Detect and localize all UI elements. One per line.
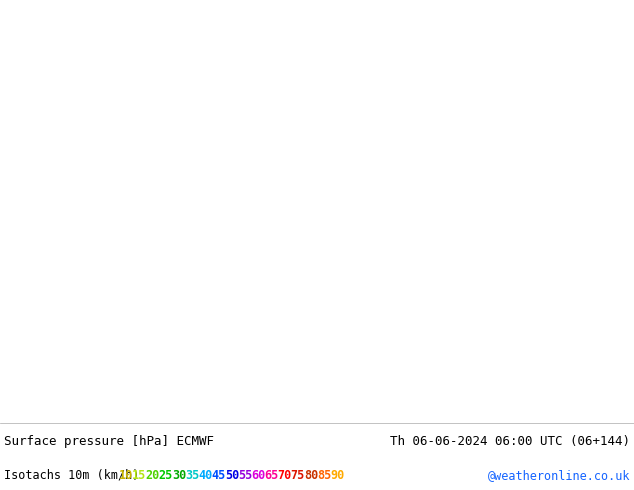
Text: @weatheronline.co.uk: @weatheronline.co.uk	[488, 468, 630, 482]
Text: 90: 90	[330, 468, 345, 482]
Text: Surface pressure [hPa] ECMWF: Surface pressure [hPa] ECMWF	[4, 435, 214, 447]
Text: 25: 25	[158, 468, 173, 482]
Text: 50: 50	[224, 468, 239, 482]
Text: 30: 30	[172, 468, 186, 482]
Text: Isotachs 10m (km/h): Isotachs 10m (km/h)	[4, 468, 139, 482]
Text: 45: 45	[212, 468, 226, 482]
Text: 20: 20	[146, 468, 160, 482]
Text: 35: 35	[185, 468, 200, 482]
Text: 55: 55	[238, 468, 252, 482]
Text: 40: 40	[198, 468, 212, 482]
Text: Th 06-06-2024 06:00 UTC (06+144): Th 06-06-2024 06:00 UTC (06+144)	[390, 435, 630, 447]
Text: 10: 10	[119, 468, 133, 482]
Text: 80: 80	[304, 468, 318, 482]
Text: 65: 65	[264, 468, 278, 482]
Text: 85: 85	[317, 468, 332, 482]
Text: 15: 15	[133, 468, 146, 482]
Text: 70: 70	[278, 468, 292, 482]
Text: 60: 60	[251, 468, 266, 482]
Text: 75: 75	[291, 468, 305, 482]
